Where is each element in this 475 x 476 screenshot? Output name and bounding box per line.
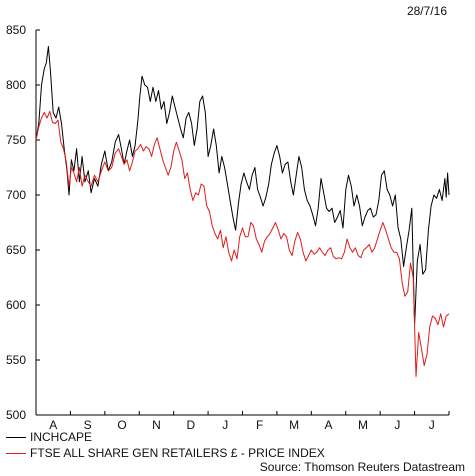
x-tick-label: D xyxy=(187,418,196,432)
x-tick-label: A xyxy=(49,418,57,432)
y-tick-label: 500 xyxy=(6,408,26,422)
x-tick-label: S xyxy=(84,418,92,432)
legend-item-inchcape: INCHCAPE xyxy=(6,430,92,444)
y-axis-ticks: 500 550 600 650 700 750 800 850 xyxy=(6,23,40,422)
y-tick-label: 550 xyxy=(6,353,26,367)
y-tick-label: 600 xyxy=(6,298,26,312)
x-tick-label: O xyxy=(117,418,126,432)
series-line-inchcape xyxy=(35,46,450,326)
chart-date-label: 28/7/16 xyxy=(406,4,447,18)
y-tick-label: 650 xyxy=(6,243,26,257)
legend-swatch-ftse-retailers xyxy=(6,453,26,455)
x-tick-label: F xyxy=(256,418,263,432)
y-tick-label: 850 xyxy=(6,23,26,37)
y-tick-label: 700 xyxy=(6,188,26,202)
legend-label-inchcape: INCHCAPE xyxy=(30,430,93,444)
x-tick-label: J xyxy=(429,418,435,432)
x-tick-label: N xyxy=(152,418,161,432)
legend-item-ftse-retailers: FTSE ALL SHARE GEN RETAILERS £ - PRICE I… xyxy=(6,446,325,460)
x-tick-label: J xyxy=(394,418,400,432)
chart-axes xyxy=(35,30,449,416)
series-line-ftse-retailers xyxy=(35,110,450,377)
x-tick-label: J xyxy=(222,418,228,432)
y-tick-label: 800 xyxy=(6,78,26,92)
source-note: Source: Thomson Reuters Datastream xyxy=(259,460,465,474)
legend-swatch-inchcape xyxy=(6,437,26,439)
x-tick-label: A xyxy=(325,418,333,432)
series-group xyxy=(35,46,450,377)
x-tick-label: M xyxy=(289,418,299,432)
x-tick-label: M xyxy=(358,418,368,432)
y-tick-label: 750 xyxy=(6,133,26,147)
legend-label-ftse-retailers: FTSE ALL SHARE GEN RETAILERS £ - PRICE I… xyxy=(30,446,325,460)
